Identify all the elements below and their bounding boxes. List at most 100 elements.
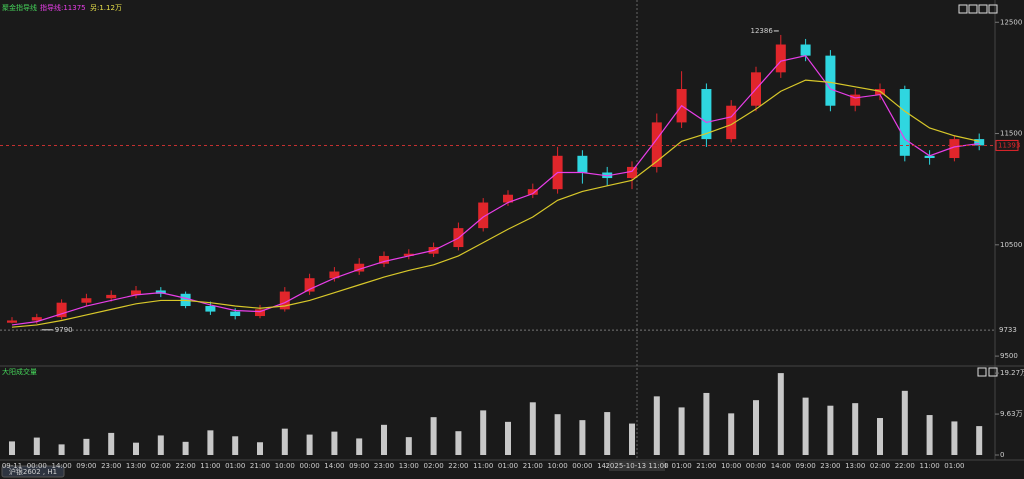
x-tick-label: 09:00 xyxy=(796,462,816,470)
tool-icon[interactable] xyxy=(978,4,988,14)
volume-bar xyxy=(703,392,710,455)
y-tick-label: 0 xyxy=(1000,451,1004,459)
candle-body xyxy=(329,271,340,279)
reference-label: 9733 xyxy=(999,326,1017,334)
x-tick-label: 23:00 xyxy=(820,462,840,470)
x-tick-label: 13:00 xyxy=(845,462,865,470)
volume-bar xyxy=(430,417,437,455)
volume-bar xyxy=(827,405,834,455)
volume-bar xyxy=(405,437,412,455)
candle-body xyxy=(31,317,42,321)
volume-bar xyxy=(133,442,139,455)
candle-body xyxy=(627,166,637,179)
x-tick-label: 23:00 xyxy=(374,462,394,470)
candle-body xyxy=(577,155,588,173)
x-tick-label: 01:00 xyxy=(498,462,518,470)
x-tick-label: 10:00 xyxy=(275,462,295,470)
candle-body xyxy=(354,263,365,272)
volume-bar xyxy=(356,438,363,455)
volume-bar xyxy=(852,403,859,455)
tab[interactable] xyxy=(1,465,65,478)
tool-icon[interactable] xyxy=(968,4,978,14)
tool-icon[interactable] xyxy=(977,367,987,377)
x-tick-label: 22:00 xyxy=(448,462,468,470)
volume-title: 大阳成交量 xyxy=(2,367,37,376)
tool-icon[interactable] xyxy=(988,4,998,14)
x-tick-label: 00:00 xyxy=(300,462,320,470)
y-tick-label: 19.27万 xyxy=(1000,369,1024,377)
x-tick-label: 00:00 xyxy=(746,462,766,470)
volume-bar xyxy=(331,431,338,455)
x-tick-label: 01:00 xyxy=(672,462,692,470)
x-tick-label: 10:00 xyxy=(548,462,568,470)
x-tick-label: 00:00 xyxy=(27,462,47,470)
y-tick-label: 9.63万 xyxy=(1000,410,1023,418)
volume-bar xyxy=(281,428,288,455)
moving-average xyxy=(11,54,980,326)
tab-label[interactable]: 沪银2602 , H1 xyxy=(9,467,57,476)
volume-bar xyxy=(653,396,660,455)
volume-bar xyxy=(9,441,15,455)
volume-bar xyxy=(381,424,387,455)
volume-bar xyxy=(157,435,164,455)
volume-bar xyxy=(604,412,611,455)
toolbar[interactable] xyxy=(958,4,998,377)
volume-bar xyxy=(802,397,809,455)
volume-bar xyxy=(926,415,933,455)
tool-icon[interactable] xyxy=(958,4,968,14)
volume-bar xyxy=(951,421,958,455)
x-tick-label: 13:00 xyxy=(399,462,419,470)
x-tick-label: 11:00 xyxy=(200,462,220,470)
indicator-extra: 另:1.12万 xyxy=(90,4,122,12)
candle-body xyxy=(230,311,241,317)
y-tick-label: 10500 xyxy=(1000,241,1022,249)
x-tick-label: 14:00 xyxy=(597,462,617,470)
candle-body xyxy=(651,122,662,167)
low-label: 9790 xyxy=(55,326,73,334)
volume-bar xyxy=(777,373,784,455)
candle-body xyxy=(800,44,811,56)
x-tick-label: 13:00 xyxy=(126,462,146,470)
volume-bar xyxy=(33,437,40,455)
x-tick-label: 21:00 xyxy=(696,462,716,470)
x-tick-label: 09:00 xyxy=(76,462,96,470)
x-tick-label: 00:00 xyxy=(572,462,592,470)
volume-bar xyxy=(728,413,735,455)
volume-bar xyxy=(232,436,239,455)
candle-body xyxy=(279,291,290,310)
candle-body xyxy=(403,253,414,256)
volume-bar xyxy=(877,418,883,455)
tool-icon[interactable] xyxy=(988,367,998,377)
candle-body xyxy=(825,55,836,106)
candle-body xyxy=(503,194,513,203)
candle-body xyxy=(106,294,117,299)
x-tick-label: 14:00 xyxy=(324,462,344,470)
candle-body xyxy=(726,105,737,140)
x-tick-label: 21:00 xyxy=(250,462,270,470)
high-label: 12386 xyxy=(751,27,774,35)
x-tick-label: 23:00 xyxy=(101,462,121,470)
x-tick-label: 09-11 xyxy=(2,462,22,470)
x-tick-label: 02:00 xyxy=(151,462,171,470)
x-tick-label: 11:00 xyxy=(920,462,940,470)
volume-bar xyxy=(529,402,536,455)
x-tick-label: 10:00 xyxy=(721,462,741,470)
candle-body xyxy=(924,155,935,159)
x-tick-label: 22:00 xyxy=(176,462,196,470)
candle-body xyxy=(304,278,315,292)
x-tick-label: 01:00 xyxy=(944,462,964,470)
volume-bar xyxy=(257,442,263,455)
volume-bar xyxy=(108,432,115,455)
volume-bar xyxy=(579,420,586,455)
candle-body xyxy=(899,89,910,156)
candle-body xyxy=(949,139,960,159)
volume-bar xyxy=(306,434,313,455)
last-price-label: 11393 xyxy=(998,141,1020,149)
candle-body xyxy=(56,302,67,318)
volume-bar xyxy=(678,407,685,455)
volume-bar xyxy=(976,426,983,455)
candle-body xyxy=(850,94,861,106)
